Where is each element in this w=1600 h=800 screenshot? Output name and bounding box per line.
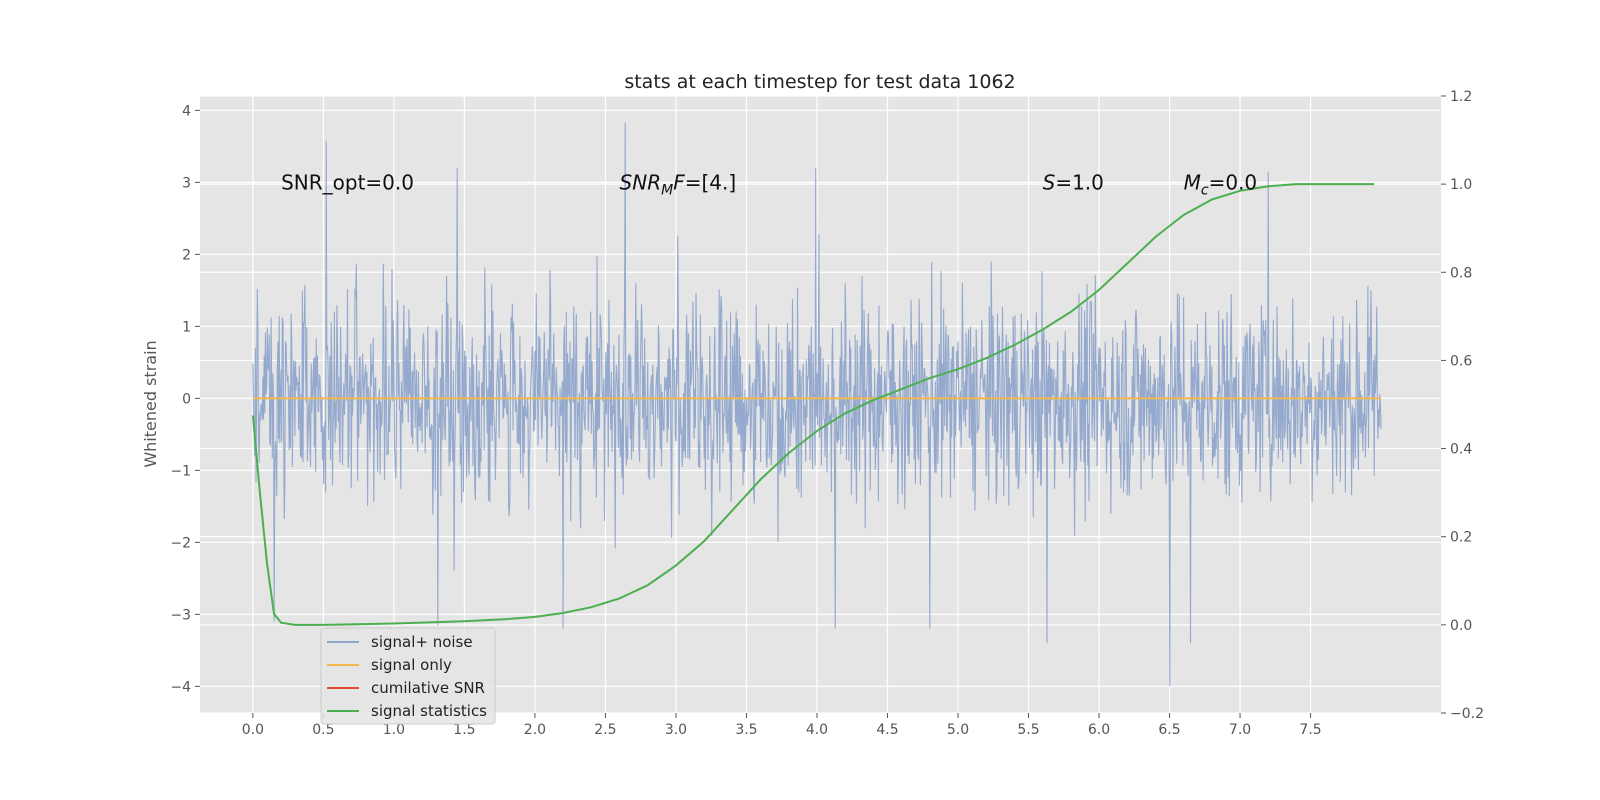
signal-statistics-line	[251, 183, 1374, 626]
annotation-subscript: c	[1201, 182, 1209, 198]
signal-plus-noise-series	[252, 122, 1382, 687]
x-tick-label: 5.5	[1017, 722, 1039, 738]
x-tick-label: 4.5	[876, 722, 898, 738]
x-tick-label: 0.0	[242, 722, 264, 738]
y-axis-label: Whitened strain	[141, 340, 160, 467]
annotation-tail: =0.0	[1209, 170, 1258, 194]
annotation-main: S	[1043, 170, 1056, 194]
y-tick-label: 4	[182, 103, 191, 119]
x-tick-label: 6.0	[1088, 722, 1110, 738]
y-tick-label: −1	[170, 463, 191, 479]
y2-tick-label: 0.0	[1450, 618, 1472, 634]
chart-title: stats at each timestep for test data 106…	[624, 71, 1015, 93]
y-axis-right: 1.2 1.0 0.8 0.6 0.4 0.2 0.0 −0.2	[1441, 89, 1484, 722]
y-tick-label: −4	[170, 679, 191, 695]
y2-tick-label: 0.4	[1450, 442, 1472, 458]
x-axis: 0.0 0.5 1.0 1.5 2.0 2.5 3.0 3.5 4.0 4.5 5.0 5.5 6.0 6…	[242, 713, 1322, 738]
y2-tick-label: 1.2	[1450, 89, 1472, 105]
x-tick-label: 4.0	[806, 722, 828, 738]
annotation-tail-rest: =[4.]	[685, 170, 736, 194]
annotation-group: SNR_opt=0.0 SNRMF=[4.] S=1.0 Mc=0.0	[281, 170, 1257, 198]
legend-label: cumilative SNR	[371, 679, 485, 697]
legend: signal+ noise signal only cumilative SNR si…	[320, 627, 496, 725]
annotation-main: SNR	[620, 170, 662, 194]
signal-plus-noise-line	[252, 122, 1382, 687]
y-tick-label: −2	[170, 535, 191, 551]
x-tick-label: 0.5	[312, 722, 334, 738]
y2-tick-label: −0.2	[1450, 706, 1484, 722]
grid-lines	[200, 95, 1441, 714]
x-tick-label: 3.5	[735, 722, 757, 738]
legend-label: signal statistics	[371, 702, 487, 720]
annotation-main: SNR_opt=0.0	[281, 170, 414, 194]
annotation-text: S=1.0	[1043, 170, 1104, 194]
x-tick-label: 7.0	[1229, 722, 1251, 738]
annotation-text: SNRMF=[4.]	[620, 170, 737, 198]
y-axis-left: 4 3 2 1 0 −1 −2 −3 −4	[170, 103, 200, 695]
annotation-tail-italic: F	[673, 170, 685, 194]
y2-tick-label: 0.2	[1450, 530, 1472, 546]
x-tick-label: 6.5	[1158, 722, 1180, 738]
x-tick-label: 3.0	[665, 722, 687, 738]
line-series-group	[251, 183, 1382, 626]
annotation-tail: F=[4.]	[673, 170, 736, 194]
legend-label: signal+ noise	[371, 633, 473, 651]
annotation-text: Mc=0.0	[1184, 170, 1258, 198]
legend-box	[320, 627, 496, 725]
y2-tick-label: 1.0	[1450, 177, 1472, 193]
x-tick-label: 1.5	[453, 722, 475, 738]
y2-tick-label: 0.6	[1450, 353, 1472, 369]
x-tick-label: 1.0	[383, 722, 405, 738]
annotation-text: SNR_opt=0.0	[281, 170, 414, 194]
x-tick-label: 5.0	[947, 722, 969, 738]
y-tick-label: 3	[182, 175, 191, 191]
annotation-subscript: M	[661, 182, 673, 198]
x-tick-label: 7.5	[1299, 722, 1321, 738]
x-tick-label: 2.0	[524, 722, 546, 738]
y-tick-label: 1	[182, 319, 191, 335]
y2-tick-label: 0.8	[1450, 265, 1472, 281]
annotation-tail: =1.0	[1055, 170, 1104, 194]
annotation-main: M	[1184, 170, 1201, 194]
legend-label: signal only	[371, 656, 452, 674]
x-tick-label: 2.5	[594, 722, 616, 738]
y-tick-label: 2	[182, 247, 191, 263]
y-tick-label: 0	[182, 391, 191, 407]
y-tick-label: −3	[170, 607, 191, 623]
